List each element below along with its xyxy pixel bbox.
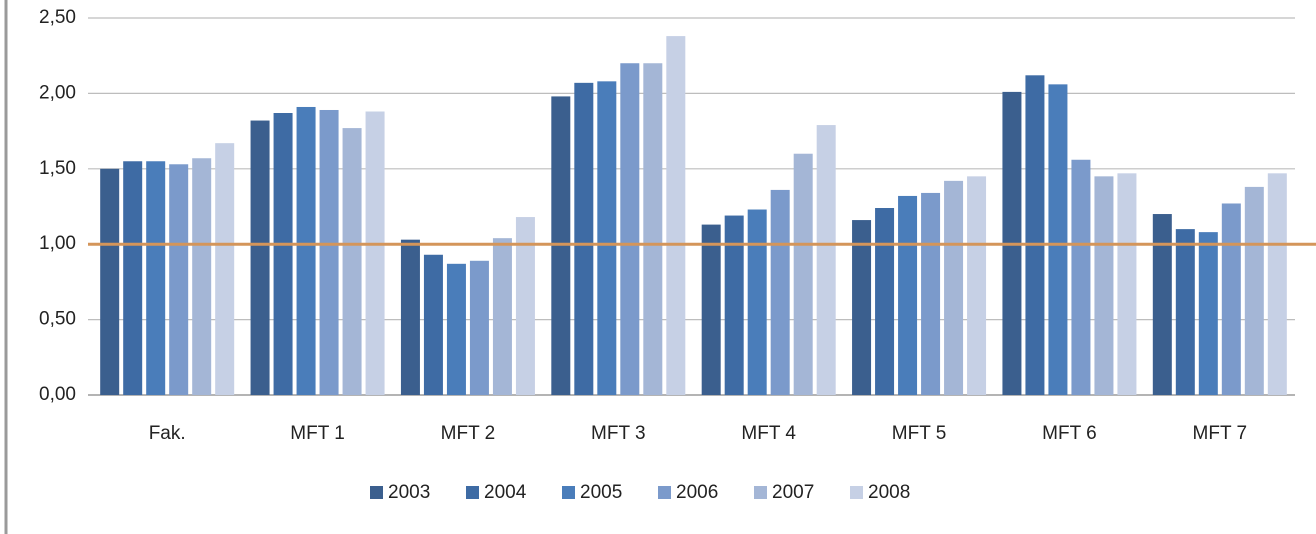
bar	[1244, 186, 1264, 395]
bar	[770, 189, 790, 395]
x-tick-label: MFT 1	[290, 423, 345, 444]
bar	[793, 153, 813, 395]
bar	[1117, 173, 1137, 395]
bar	[747, 209, 767, 395]
bar	[816, 125, 836, 396]
bar	[944, 180, 964, 395]
bar	[296, 106, 316, 396]
x-tick-label: Fak.	[149, 423, 186, 444]
bar	[273, 113, 293, 395]
legend-label: 2003	[388, 482, 430, 503]
x-tick-label: MFT 2	[441, 423, 496, 444]
bar	[643, 63, 663, 396]
bar	[250, 120, 270, 395]
y-tick-label: 2,50	[39, 7, 76, 28]
bar	[1175, 229, 1195, 395]
bar	[1267, 173, 1287, 395]
y-tick-label: 0,50	[39, 309, 76, 330]
bar	[100, 168, 120, 395]
legend-label: 2004	[484, 482, 527, 503]
y-tick-label: 0,00	[39, 384, 76, 405]
bar	[967, 176, 987, 395]
bar	[423, 254, 443, 395]
bar	[469, 260, 489, 395]
bar	[319, 109, 339, 395]
bar	[1025, 75, 1045, 395]
bar	[169, 164, 189, 395]
x-tick-label: MFT 6	[1042, 423, 1097, 444]
x-tick-label: MFT 4	[741, 423, 796, 444]
bar	[215, 143, 235, 395]
bar	[551, 96, 571, 395]
legend-label: 2005	[580, 482, 622, 503]
x-tick-label: MFT 3	[591, 423, 646, 444]
bar	[620, 63, 640, 396]
bar	[342, 128, 362, 396]
bar	[146, 161, 166, 395]
bar	[365, 111, 385, 395]
legend-swatch	[658, 486, 671, 499]
legend-label: 2006	[676, 482, 718, 503]
x-tick-label: MFT 5	[892, 423, 947, 444]
y-tick-label: 1,00	[39, 233, 76, 254]
bar	[852, 220, 872, 395]
bar	[492, 238, 512, 395]
bar	[1094, 176, 1114, 395]
bar	[123, 161, 143, 395]
bar	[724, 215, 744, 395]
legend-label: 2008	[868, 482, 910, 503]
bar	[1152, 214, 1172, 395]
legend-swatch	[466, 486, 479, 499]
bar	[666, 36, 686, 395]
legend-swatch	[850, 486, 863, 499]
x-tick-label: MFT 7	[1193, 423, 1248, 444]
bar	[597, 81, 617, 395]
legend-swatch	[370, 486, 383, 499]
bar	[1221, 203, 1241, 395]
legend-label: 2007	[772, 482, 814, 503]
bar	[898, 195, 918, 395]
bar	[875, 208, 895, 395]
bar	[1048, 84, 1068, 396]
legend-swatch	[754, 486, 767, 499]
bar	[1071, 159, 1091, 395]
bar	[1198, 232, 1218, 395]
bar	[192, 158, 212, 395]
bar	[921, 192, 941, 395]
bar	[400, 239, 420, 395]
y-tick-label: 2,00	[39, 82, 76, 103]
y-tick-label: 1,50	[39, 158, 76, 179]
bar	[515, 217, 535, 395]
bar	[701, 224, 721, 395]
bar	[574, 82, 594, 396]
bar	[446, 263, 466, 395]
legend-swatch	[562, 486, 575, 499]
